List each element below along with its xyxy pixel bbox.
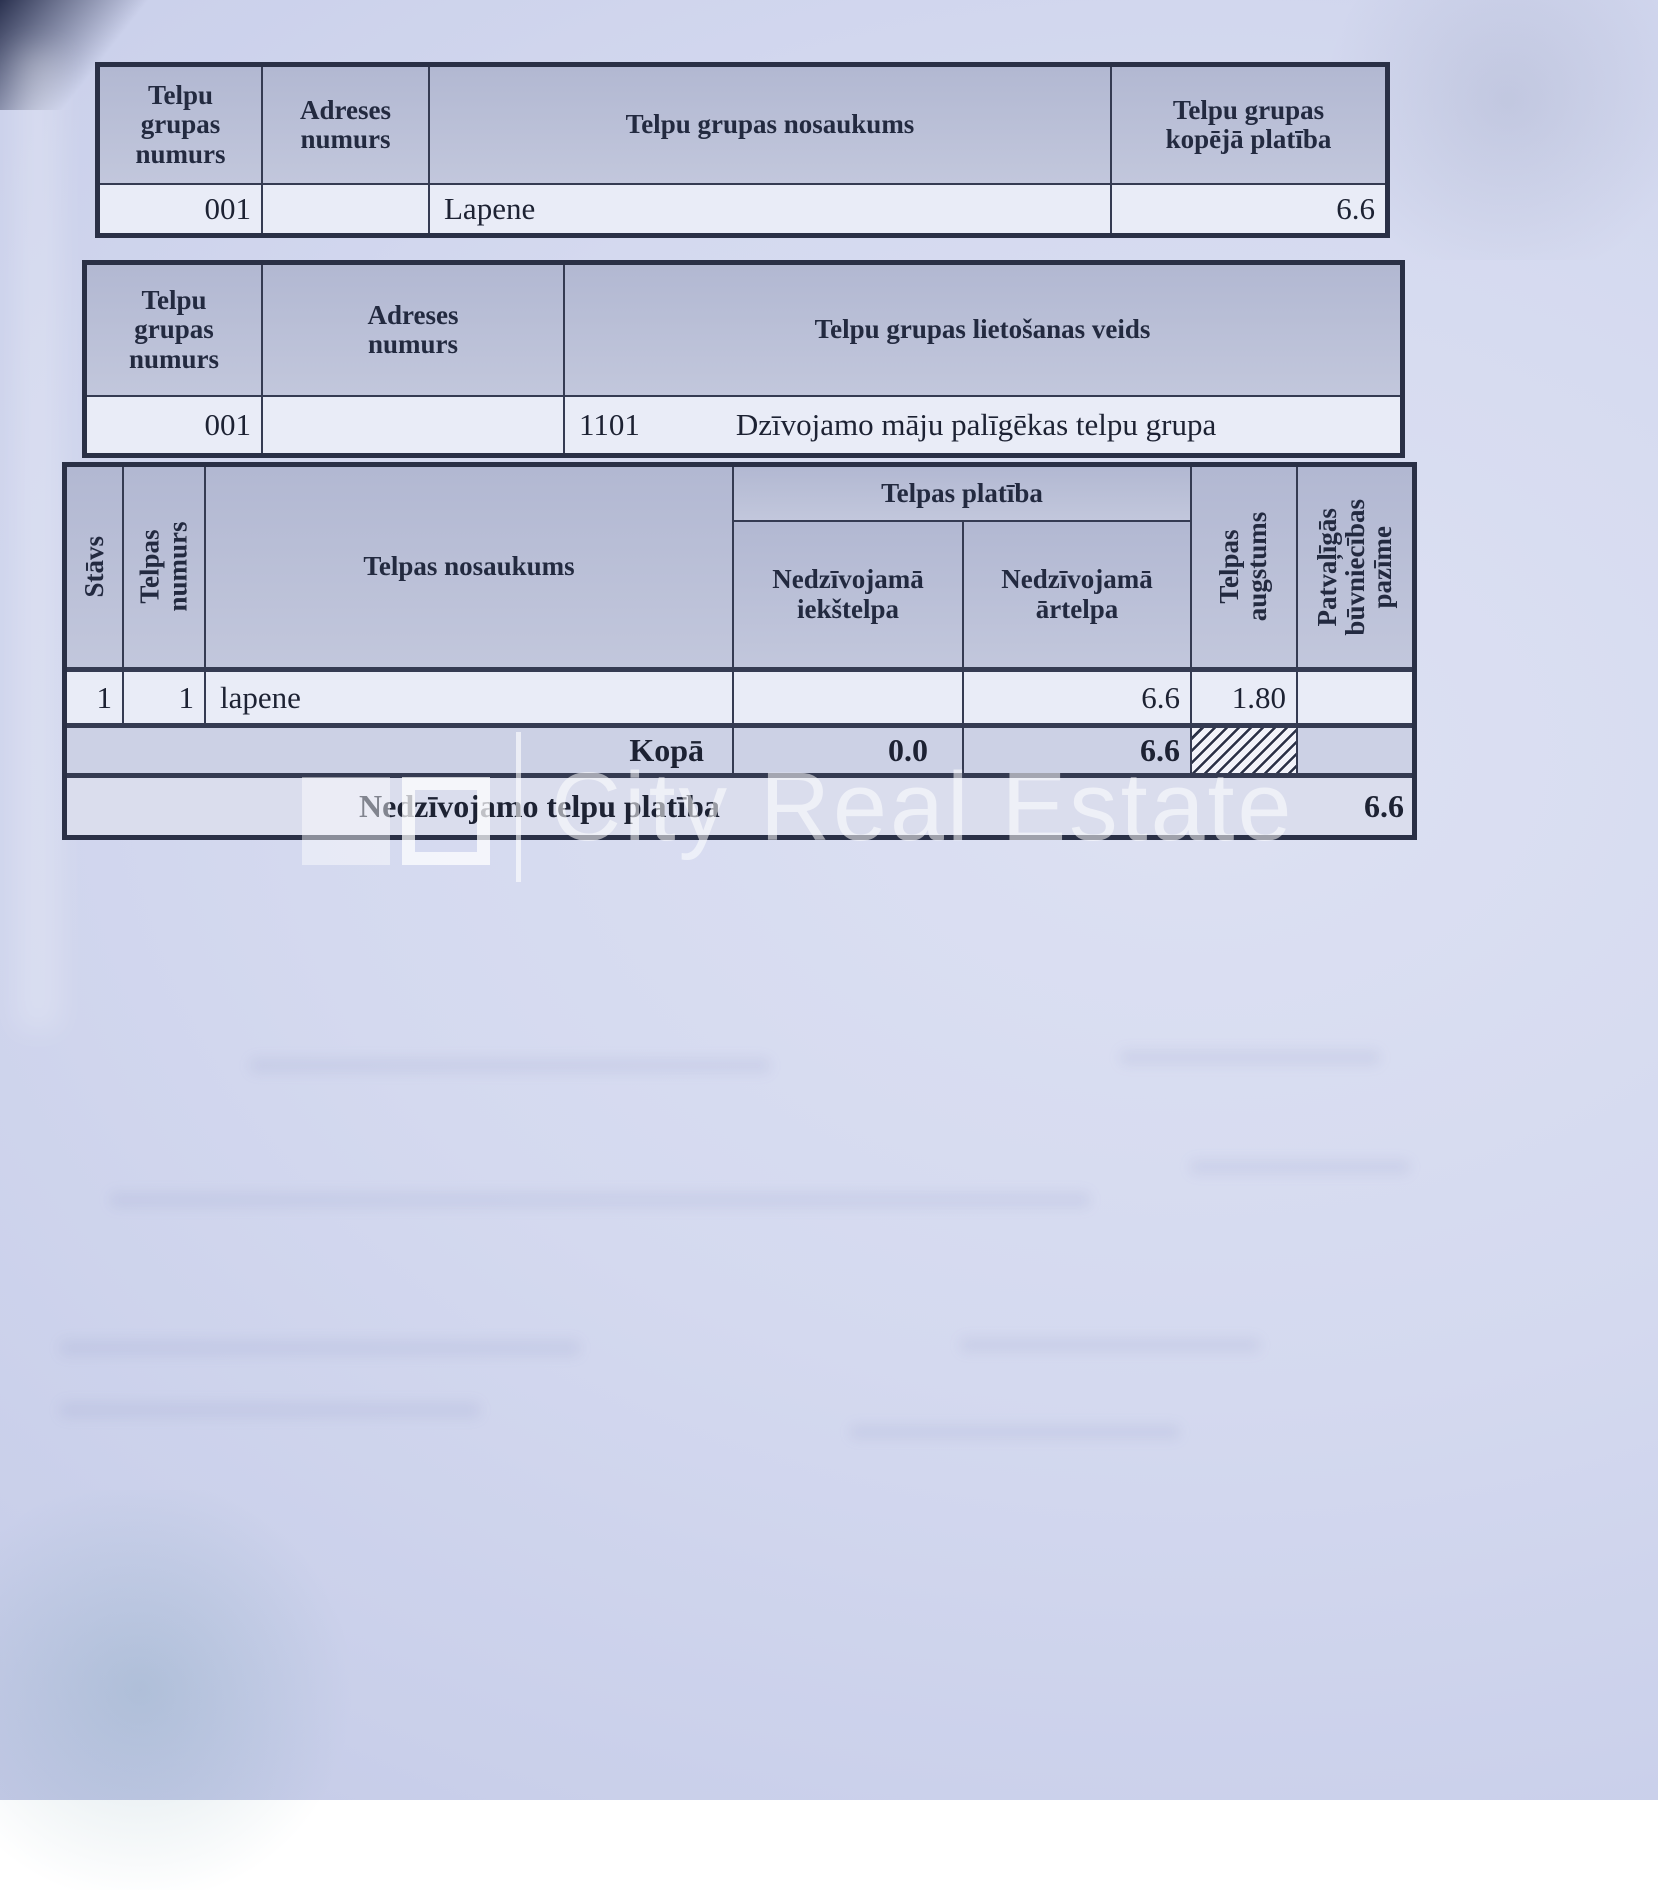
- cell-nonresidential-interior: [734, 672, 964, 728]
- corner-vignette: [0, 1490, 370, 1890]
- header-cell-total-area: Telpu grupas kopējā platība: [1112, 67, 1385, 185]
- bleed-through-smudge: [1190, 1160, 1410, 1174]
- cell-floor: 1: [67, 672, 124, 728]
- total-nonresidential-exterior: 6.6: [964, 728, 1192, 778]
- cell-room-name: lapene: [206, 672, 734, 728]
- cell-room-number: 1: [124, 672, 206, 728]
- header-cell-unauthorized-construction: Patvaļīgās būvniecības pazīme: [1298, 467, 1412, 672]
- bleed-through-smudge: [850, 1425, 1180, 1439]
- cell-address-number: [263, 185, 430, 233]
- total-nonresidential-interior: 0.0: [734, 728, 964, 778]
- cell-group-number: 001: [100, 185, 263, 233]
- cell-address-number: [263, 397, 565, 453]
- bleed-through-smudge: [250, 1058, 770, 1073]
- hatched-cell: [1192, 728, 1298, 778]
- header-cell-room-name: Telpas nosaukums: [206, 467, 734, 672]
- room-group-summary-table: Telpu grupas numurs Adreses numurs Telpu…: [95, 62, 1390, 238]
- header-cell-address-number: Adreses numurs: [263, 265, 565, 397]
- header-cell-room-number: Telpas numurs: [124, 467, 206, 672]
- cell-group-number: 001: [87, 397, 263, 453]
- header-cell-nonresidential-interior: Nedzīvojamā iekštelpa: [734, 522, 964, 672]
- header-cell-nonresidential-exterior: Nedzīvojamā ārtelpa: [964, 522, 1192, 672]
- header-cell-group-name: Telpu grupas nosaukums: [430, 67, 1112, 185]
- rooms-detail-table: Stāvs Telpas numurs Telpas nosaukums Tel…: [62, 462, 1417, 840]
- cell-room-height: 1.80: [1192, 672, 1298, 728]
- header-cell-address-number: Adreses numurs: [263, 67, 430, 185]
- header-cell-room-height: Telpas augstums: [1192, 467, 1298, 672]
- page-edge-highlight: [16, 50, 60, 1030]
- room-group-usage-table: Telpu grupas numurs Adreses numurs Telpu…: [82, 260, 1405, 458]
- header-cell-floor: Stāvs: [67, 467, 124, 672]
- header-cell-usage-type: Telpu grupas lietošanas veids: [565, 265, 1400, 397]
- floor-header-label: Stāvs: [78, 536, 109, 598]
- total-row-label: Kopā: [67, 728, 734, 778]
- room-height-header-label: Telpas augstums: [1214, 512, 1272, 622]
- bleed-through-smudge: [960, 1338, 1260, 1352]
- bleed-through-smudge: [60, 1402, 480, 1418]
- room-number-header-label: Telpas numurs: [134, 521, 192, 613]
- usage-name: Dzīvojamo māju palīgēkas telpu grupa: [735, 407, 1217, 443]
- usage-code: 1101: [579, 407, 640, 443]
- bleed-through-smudge: [1120, 1050, 1380, 1065]
- nonresidential-area-label: Nedzīvojamo telpu platība: [359, 788, 720, 825]
- cell-nonresidential-exterior: 6.6: [964, 672, 1192, 728]
- nonresidential-area-value: 6.6: [1364, 788, 1404, 825]
- cell-total-area: 6.6: [1336, 191, 1375, 227]
- footer-row: Nedzīvojamo telpu platība 6.6: [67, 778, 1412, 835]
- total-empty-cell: [1298, 728, 1412, 778]
- header-cell-group-number: Telpu grupas numurs: [87, 265, 263, 397]
- cell-unauthorized-construction: [1298, 672, 1412, 728]
- footer-cell: Nedzīvojamo telpu platība 6.6: [67, 789, 1412, 824]
- bleed-through-smudge: [110, 1192, 1090, 1208]
- header-cell-group-number: Telpu grupas numurs: [100, 67, 263, 185]
- bleed-through-smudge: [60, 1340, 580, 1356]
- cell-usage: 1101 Dzīvojamo māju palīgēkas telpu grup…: [565, 397, 1400, 453]
- header-cell-room-area-group: Telpas platība: [734, 467, 1192, 522]
- cell-group-name: Lapene: [430, 185, 1112, 233]
- unauthorized-construction-header-label: Patvaļīgās būvniecības pazīme: [1311, 498, 1397, 636]
